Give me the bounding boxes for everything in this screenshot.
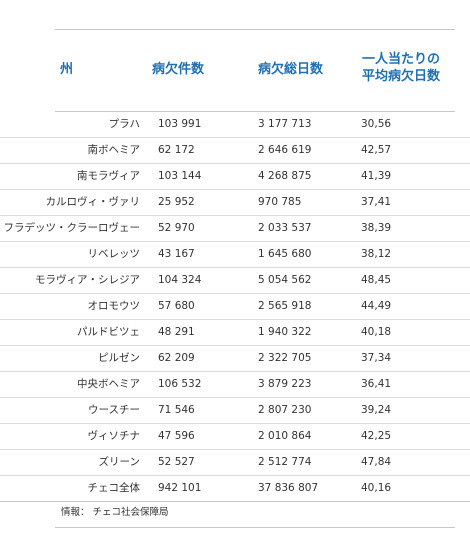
table-row: ヴィソチナ 47 596 2 010 864 42,25 [0, 424, 470, 450]
cell-state: 南ボヘミア [87, 144, 141, 156]
cell-state: ウースチー [88, 404, 140, 416]
cell-average: 37,34 [361, 352, 392, 364]
cell-cases: 103 144 [158, 170, 202, 182]
cell-average: 37,41 [361, 196, 392, 208]
cell-state: ピルゼン [98, 352, 140, 364]
cell-average: 42,25 [361, 430, 392, 442]
cell-state: モラヴィア・シレジア [35, 274, 140, 286]
table-row: オロモウツ 57 680 2 565 918 44,49 [0, 294, 470, 320]
table-row: フラデッツ・クラーロヴェー 52 970 2 033 537 38,39 [0, 216, 470, 242]
cell-cases: 942 101 [158, 482, 202, 494]
cell-cases: 57 680 [158, 300, 195, 312]
top-divider [55, 29, 455, 30]
table-row: ピルゼン 62 209 2 322 705 37,34 [0, 346, 470, 372]
cell-average: 44,49 [361, 300, 392, 312]
cell-average: 38,39 [361, 222, 392, 234]
cell-days: 970 785 [258, 196, 302, 208]
table-row: リベレッツ 43 167 1 645 680 38,12 [0, 242, 470, 268]
cell-average: 30,56 [361, 118, 392, 130]
cell-cases: 52 970 [158, 222, 195, 234]
cell-cases: 62 172 [158, 144, 195, 156]
cell-days: 5 054 562 [258, 274, 312, 286]
table-row: 南モラヴィア 103 144 4 268 875 41,39 [0, 164, 470, 190]
cell-cases: 106 532 [158, 378, 202, 390]
cell-cases: 43 167 [158, 248, 195, 260]
cell-average: 41,39 [361, 170, 392, 182]
table-row: 中央ボヘミア 106 532 3 879 223 36,41 [0, 372, 470, 398]
header-divider [55, 111, 455, 112]
table-row: ウースチー 71 546 2 807 230 39,24 [0, 398, 470, 424]
table-header: 州 病欠件数 病欠総日数 一人当たりの 平均病欠日数 [0, 30, 470, 111]
cell-cases: 62 209 [158, 352, 195, 364]
cell-days: 2 807 230 [258, 404, 312, 416]
cell-cases: 25 952 [158, 196, 195, 208]
cell-average: 39,24 [361, 404, 392, 416]
header-state: 州 [60, 62, 74, 77]
cell-days: 4 268 875 [258, 170, 312, 182]
cell-state: ヴィソチナ [87, 430, 141, 442]
cell-average: 38,12 [361, 248, 392, 260]
cell-average: 48,45 [361, 274, 392, 286]
cell-state: フラデッツ・クラーロヴェー [3, 222, 141, 234]
table-row: カルロヴィ・ヴァリ 25 952 970 785 37,41 [0, 190, 470, 216]
cell-days: 2 646 619 [258, 144, 312, 156]
source-note: 情報： チェコ社会保障局 [61, 507, 169, 518]
cell-cases: 48 291 [158, 326, 195, 338]
cell-days: 1 645 680 [258, 248, 312, 260]
table-row-total: チェコ全体 942 101 37 836 807 40,16 [0, 476, 470, 502]
cell-days: 3 177 713 [258, 118, 312, 130]
cell-days: 2 512 774 [258, 456, 312, 468]
table-body: プラハ 103 991 3 177 713 30,56 南ボヘミア 62 172… [0, 112, 470, 502]
cell-days: 2 033 537 [258, 222, 312, 234]
header-cases: 病欠件数 [152, 62, 205, 77]
cell-average: 42,57 [361, 144, 392, 156]
header-average-line2: 平均病欠日数 [362, 69, 441, 84]
cell-state: 南モラヴィア [77, 170, 140, 182]
cell-days: 1 940 322 [258, 326, 312, 338]
cell-cases: 52 527 [158, 456, 195, 468]
cell-cases: 71 546 [158, 404, 195, 416]
cell-state: プラハ [108, 118, 140, 130]
cell-average: 40,18 [361, 326, 392, 338]
cell-average: 47,84 [361, 456, 392, 468]
cell-cases: 104 324 [158, 274, 202, 286]
cell-state: オロモウツ [87, 300, 141, 312]
cell-days: 2 565 918 [258, 300, 312, 312]
cell-state: パルドビツェ [77, 326, 140, 338]
cell-days: 37 836 807 [258, 482, 319, 494]
cell-state: 中央ボヘミア [77, 378, 140, 390]
header-days: 病欠総日数 [258, 62, 324, 77]
cell-days: 2 010 864 [258, 430, 312, 442]
table-row: パルドビツェ 48 291 1 940 322 40,18 [0, 320, 470, 346]
cell-average: 40,16 [361, 482, 392, 494]
header-average-line1: 一人当たりの [362, 52, 441, 67]
cell-days: 3 879 223 [258, 378, 312, 390]
cell-state: チェコ全体 [87, 482, 141, 494]
table-row: モラヴィア・シレジア 104 324 5 054 562 48,45 [0, 268, 470, 294]
bottom-divider [55, 527, 455, 528]
cell-state: ズリーン [98, 456, 140, 468]
table-row: ズリーン 52 527 2 512 774 47,84 [0, 450, 470, 476]
cell-cases: 103 991 [158, 118, 202, 130]
cell-cases: 47 596 [158, 430, 195, 442]
cell-days: 2 322 705 [258, 352, 312, 364]
cell-state: リベレッツ [87, 248, 141, 260]
table-row: プラハ 103 991 3 177 713 30,56 [0, 112, 470, 138]
cell-state: カルロヴィ・ヴァリ [45, 196, 141, 208]
header-average: 一人当たりの 平均病欠日数 [362, 51, 440, 85]
cell-average: 36,41 [361, 378, 392, 390]
table-row: 南ボヘミア 62 172 2 646 619 42,57 [0, 138, 470, 164]
